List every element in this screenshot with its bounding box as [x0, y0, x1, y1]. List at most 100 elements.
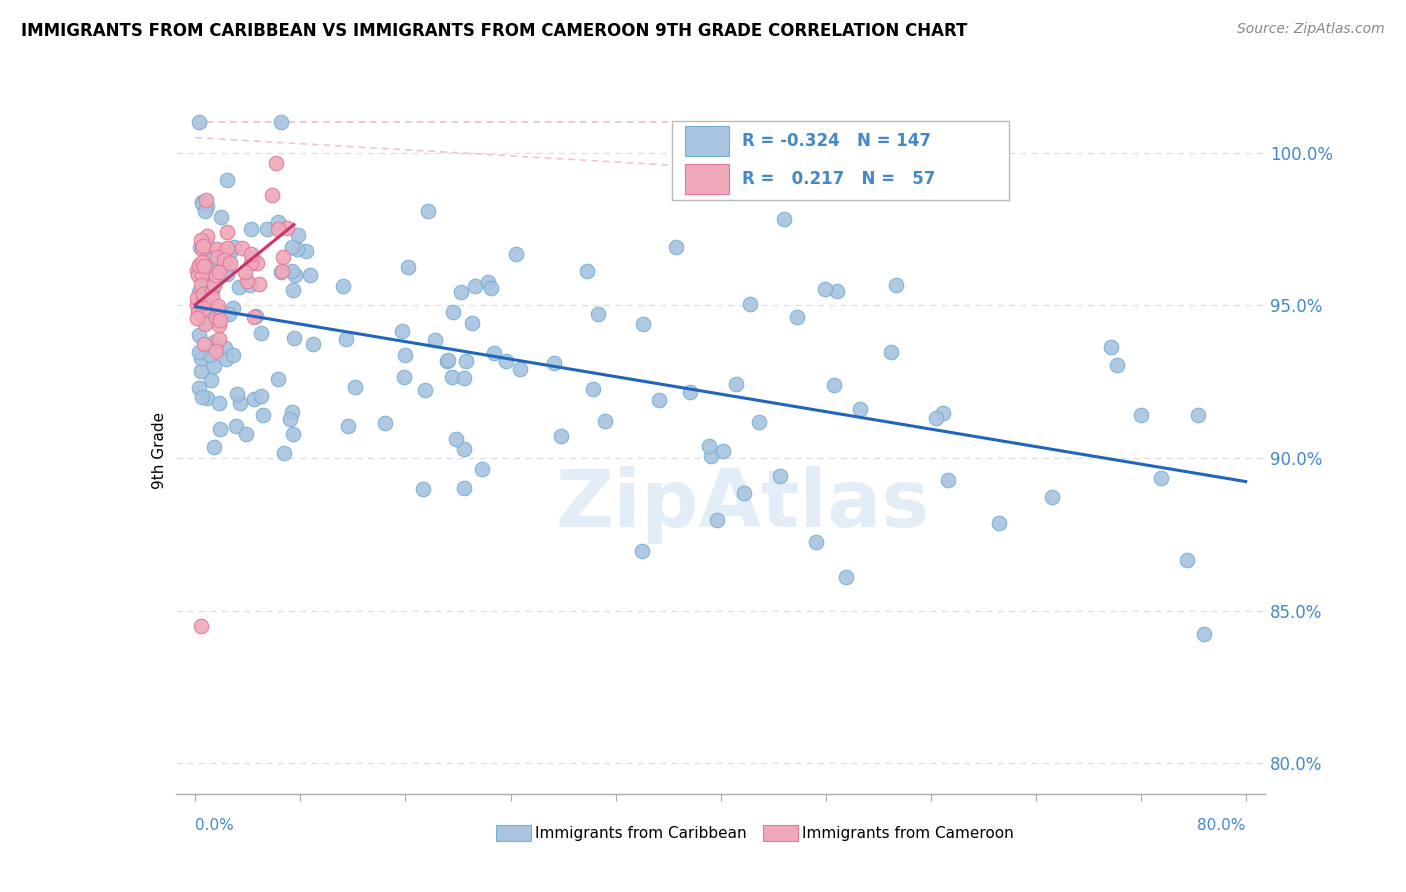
Point: [391, 324, 413, 338]
Point: [204, 334, 226, 349]
Point: [295, 244, 318, 258]
Point: [190, 619, 212, 633]
Point: [186, 292, 208, 306]
Point: [280, 404, 302, 418]
Point: [215, 241, 238, 255]
Point: [299, 268, 322, 282]
Point: [218, 244, 240, 259]
Point: [208, 396, 231, 410]
Point: [706, 513, 728, 527]
Point: [747, 415, 769, 429]
Point: [932, 406, 955, 420]
Point: [208, 318, 231, 332]
Point: [208, 311, 231, 326]
Point: [454, 354, 477, 368]
Point: [207, 299, 229, 313]
Point: [205, 343, 228, 358]
Point: [250, 326, 273, 340]
Point: [195, 193, 218, 207]
Point: [276, 221, 298, 235]
Point: [187, 268, 209, 282]
Point: [281, 283, 304, 297]
Point: [222, 301, 245, 315]
Point: [679, 384, 702, 399]
Point: [711, 443, 734, 458]
Point: [239, 278, 262, 293]
Point: [450, 285, 472, 300]
Point: [195, 229, 218, 244]
Point: [256, 222, 278, 236]
Point: [187, 305, 209, 319]
Point: [207, 303, 229, 318]
Point: [187, 258, 209, 272]
Point: [205, 310, 228, 324]
Point: [186, 298, 208, 312]
Point: [441, 370, 464, 384]
Point: [665, 240, 688, 254]
Point: [240, 247, 263, 261]
Point: [270, 265, 292, 279]
Point: [191, 287, 214, 301]
Point: [215, 352, 238, 367]
Point: [194, 204, 217, 219]
Point: [461, 316, 484, 330]
Point: [218, 256, 240, 270]
Point: [195, 279, 218, 293]
Point: [191, 195, 214, 210]
Point: [222, 240, 245, 254]
Point: [188, 285, 211, 300]
Point: [1150, 471, 1173, 485]
Point: [879, 345, 901, 359]
Point: [205, 268, 228, 283]
Point: [477, 276, 499, 290]
Point: [217, 267, 239, 281]
Point: [418, 203, 440, 218]
Point: [209, 210, 232, 224]
Point: [215, 173, 238, 187]
Point: [271, 263, 294, 277]
Point: [212, 252, 235, 267]
Point: [190, 233, 212, 247]
Point: [218, 307, 240, 321]
Point: [453, 442, 475, 457]
Point: [444, 432, 467, 446]
FancyBboxPatch shape: [685, 127, 728, 156]
Point: [1099, 340, 1122, 354]
Point: [287, 242, 309, 256]
Point: [245, 310, 267, 324]
Point: [243, 392, 266, 407]
Point: [336, 419, 359, 434]
Point: [191, 269, 214, 284]
Point: [214, 341, 236, 355]
Point: [1175, 552, 1198, 566]
Point: [225, 419, 247, 434]
Point: [191, 242, 214, 256]
Point: [280, 264, 302, 278]
Point: [267, 222, 290, 236]
Point: [392, 370, 415, 384]
Point: [550, 429, 572, 443]
Point: [453, 371, 475, 385]
Point: [302, 337, 325, 351]
Point: [191, 194, 214, 209]
Point: [332, 278, 354, 293]
FancyBboxPatch shape: [685, 164, 728, 194]
Point: [240, 256, 263, 270]
Point: [243, 310, 266, 325]
Point: [423, 334, 446, 348]
Point: [453, 481, 475, 495]
Point: [195, 391, 218, 405]
Point: [205, 250, 228, 264]
Point: [543, 356, 565, 370]
Point: [738, 296, 761, 310]
Point: [195, 236, 218, 251]
Point: [239, 221, 262, 235]
Point: [267, 372, 290, 386]
Point: [231, 241, 253, 255]
Point: [195, 315, 218, 329]
Point: [186, 263, 208, 277]
Point: [772, 212, 794, 227]
Point: [191, 255, 214, 269]
Point: [208, 314, 231, 328]
Point: [215, 225, 238, 239]
